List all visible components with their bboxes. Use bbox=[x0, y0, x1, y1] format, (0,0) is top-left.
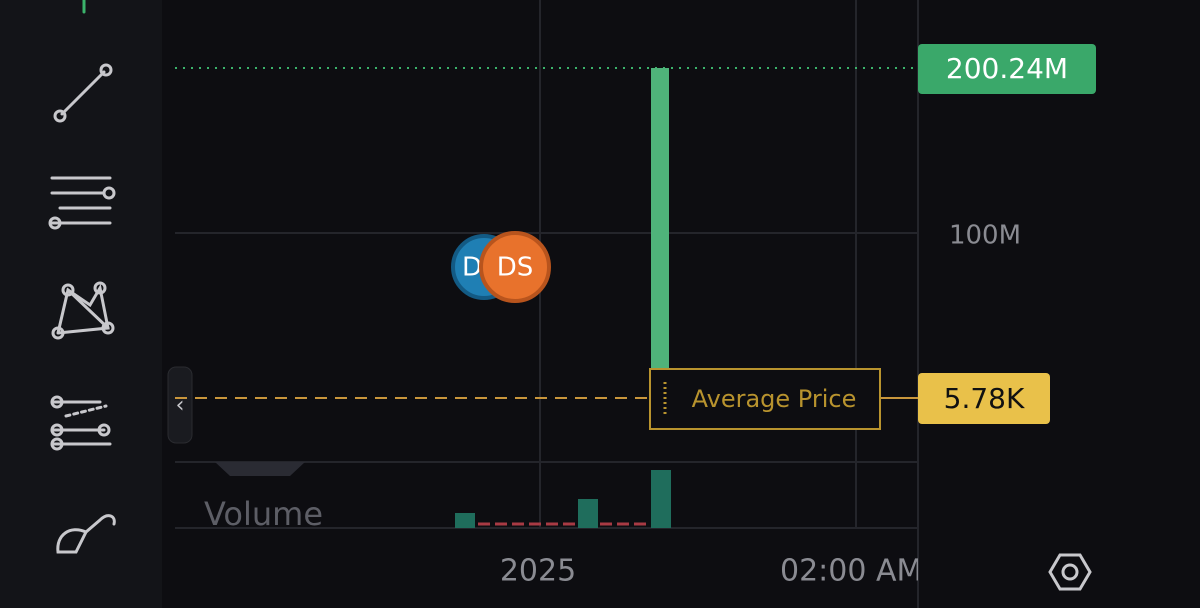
last-price-badge bbox=[918, 44, 1096, 94]
volume-bar bbox=[455, 513, 475, 528]
collapse-icon: ‹ bbox=[176, 393, 185, 418]
marker-label: D bbox=[462, 253, 482, 283]
prediction-tool[interactable] bbox=[50, 395, 112, 451]
brush-tool[interactable] bbox=[56, 514, 116, 554]
fib-tool[interactable] bbox=[48, 176, 116, 230]
price-tick-label: 100M bbox=[949, 221, 1021, 251]
time-tick-label: 2025 bbox=[500, 554, 576, 589]
average-price-value: 5.78K bbox=[944, 382, 1025, 415]
marker[interactable] bbox=[479, 231, 551, 303]
volume-handle bbox=[215, 462, 305, 476]
volume-bar bbox=[651, 470, 671, 528]
marker-label: DS bbox=[497, 253, 534, 283]
average-price-badge bbox=[918, 373, 1050, 424]
settings-button[interactable] bbox=[1048, 553, 1092, 591]
average-price-box[interactable] bbox=[649, 368, 881, 430]
average-price-label: Average Price bbox=[692, 385, 857, 413]
pattern-tool[interactable] bbox=[51, 281, 115, 340]
volume-label: Volume bbox=[204, 495, 323, 533]
volume-bars bbox=[455, 470, 671, 528]
collapse-toolbar[interactable] bbox=[167, 366, 193, 444]
time-tick-label: 02:00 AM bbox=[780, 554, 922, 589]
volume-bar bbox=[578, 499, 598, 528]
candle bbox=[651, 68, 669, 398]
last-price-label: 200.24M bbox=[946, 52, 1068, 85]
trend-line-tool[interactable] bbox=[53, 63, 113, 123]
